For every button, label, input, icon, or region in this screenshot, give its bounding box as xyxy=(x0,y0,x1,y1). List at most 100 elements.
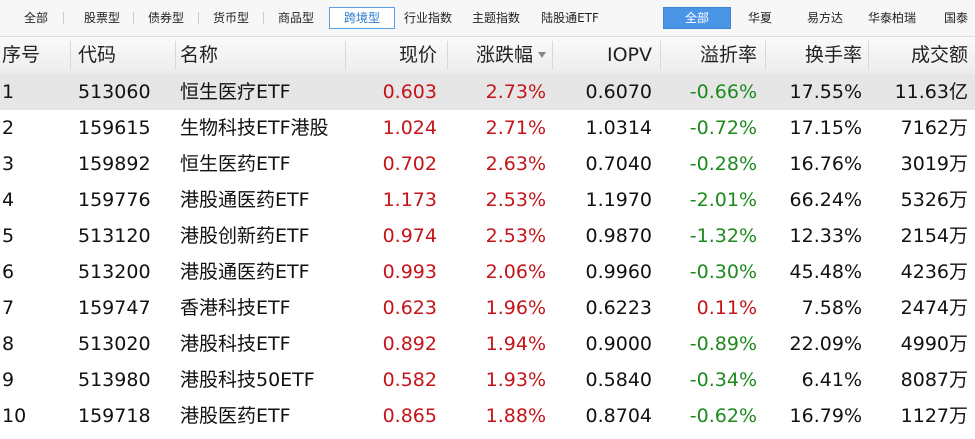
column-divider xyxy=(447,41,448,70)
table-cell: 159892 xyxy=(78,153,151,175)
table-cell: -0.62% xyxy=(689,405,757,427)
table-cell: -0.34% xyxy=(689,369,757,391)
table-row[interactable]: 9 513980 港股科技50ETF 0.582 1.93% 0.5840 -0.34% 6.… xyxy=(0,362,975,398)
table-cell: 0.5840 xyxy=(585,369,652,391)
column-header: 成交额 xyxy=(910,44,968,66)
table-cell: 0.8704 xyxy=(585,405,652,427)
table-cell: 7162万 xyxy=(900,117,968,139)
table-cell: 159718 xyxy=(78,405,151,427)
column-header: 溢折率 xyxy=(699,44,757,66)
table-cell: 4236万 xyxy=(900,261,968,283)
tab[interactable]: 货币型 xyxy=(212,11,249,25)
table-cell: -0.72% xyxy=(689,117,757,139)
table-cell: 0.993 xyxy=(382,261,437,283)
company-tab[interactable]: 国泰 xyxy=(944,11,969,25)
table-cell: 0.582 xyxy=(382,369,437,391)
table-row[interactable]: 8 513020 港股科技ETF 0.892 1.94% 0.9000 -0.89% 22.0… xyxy=(0,326,975,362)
table-header: 序号 代码 名称 现价 涨跌幅 IOPV 溢折率 换手率 成交额 xyxy=(0,37,975,75)
table-cell: 3019万 xyxy=(900,153,968,175)
table-cell: 45.48% xyxy=(789,261,862,283)
column-divider xyxy=(175,41,176,70)
table-cell: 6 xyxy=(2,261,15,283)
table-cell: 港股科技ETF xyxy=(180,333,291,355)
table-cell: 6.41% xyxy=(801,369,862,391)
table-cell: -1.32% xyxy=(689,225,757,247)
table-cell: 港股创新药ETF xyxy=(180,225,310,247)
table-row[interactable]: 5 513120 港股创新药ETF 0.974 2.53% 0.9870 -1.32% 12.… xyxy=(0,218,975,254)
table-cell: 0.9000 xyxy=(585,333,652,355)
table-row[interactable]: 4 159776 港股通医药ETF 1.173 2.53% 1.1970 -2.01% 66.… xyxy=(0,182,975,218)
table-cell: 2.63% xyxy=(485,153,546,175)
table-cell: 17.15% xyxy=(789,117,862,139)
table-cell: 11.63亿 xyxy=(894,81,968,103)
table-cell: 0.6223 xyxy=(585,297,652,319)
company-tab[interactable]: 易方达 xyxy=(806,11,843,25)
table-cell: 0.11% xyxy=(696,297,757,319)
tab[interactable]: 股票型 xyxy=(83,11,120,25)
table-row[interactable]: 10 159718 港股医药ETF 0.865 1.88% 0.8704 -0.62% 16.… xyxy=(0,398,975,434)
table-cell: 2.53% xyxy=(485,189,546,211)
table-cell: 4 xyxy=(2,189,15,211)
table-cell: 0.974 xyxy=(382,225,437,247)
table-cell: 港股医药ETF xyxy=(180,405,291,427)
table-cell: 513020 xyxy=(78,333,151,355)
table-row[interactable]: 1 513060 恒生医疗ETF 0.603 2.73% 0.6070 -0.66% 17.5… xyxy=(0,74,975,110)
tab[interactable]: 商品型 xyxy=(277,11,314,25)
separator xyxy=(133,12,134,24)
table-cell: 2 xyxy=(2,117,15,139)
separator xyxy=(63,12,64,24)
table-cell: 2.06% xyxy=(485,261,546,283)
table-row[interactable]: 2 159615 生物科技ETF港股 1.024 2.71% 1.0314 -0.72% 17… xyxy=(0,110,975,146)
tab[interactable]: 陆股通ETF xyxy=(541,11,599,25)
column-divider xyxy=(868,41,869,70)
table-row[interactable]: 6 513200 港股通医药ETF 0.993 2.06% 0.9960 -0.30% 45.… xyxy=(0,254,975,290)
tab-selected[interactable]: 跨境型 xyxy=(329,7,395,29)
table-cell: 香港科技ETF xyxy=(180,297,291,319)
table-cell: 0.9960 xyxy=(585,261,652,283)
table-cell: 159615 xyxy=(78,117,151,139)
tab[interactable]: 债券型 xyxy=(147,11,184,25)
table-row[interactable]: 3 159892 恒生医药ETF 0.702 2.63% 0.7040 -0.28% 16.7… xyxy=(0,146,975,182)
table-cell: 2.73% xyxy=(485,81,546,103)
table-cell: 0.702 xyxy=(382,153,437,175)
company-tab[interactable]: 华夏 xyxy=(747,11,772,25)
table-cell: 0.603 xyxy=(382,81,437,103)
table-cell: 16.76% xyxy=(789,153,862,175)
table-cell: -0.89% xyxy=(689,333,757,355)
table-cell: 159776 xyxy=(78,189,151,211)
table-cell: 1127万 xyxy=(900,405,968,427)
table-row[interactable]: 7 159747 香港科技ETF 0.623 1.96% 0.6223 0.11% 7.58%… xyxy=(0,290,975,326)
company-tab[interactable]: 华泰柏瑞 xyxy=(867,11,916,25)
table-cell: 5326万 xyxy=(900,189,968,211)
table-cell: 4990万 xyxy=(900,333,968,355)
tab[interactable]: 全部 xyxy=(23,11,48,25)
table-cell: 12.33% xyxy=(789,225,862,247)
table-cell: 1.0314 xyxy=(585,117,652,139)
table-cell: 恒生医疗ETF xyxy=(180,81,291,103)
table-cell: 0.7040 xyxy=(585,153,652,175)
table-cell: 0.892 xyxy=(382,333,437,355)
column-divider xyxy=(552,41,553,70)
table-cell: 港股科技50ETF xyxy=(180,369,315,391)
table-cell: 10 xyxy=(2,405,27,427)
tab[interactable]: 行业指数 xyxy=(403,11,452,25)
table-cell: 159747 xyxy=(78,297,151,319)
table-cell: 0.6070 xyxy=(585,81,652,103)
company-tab-selected[interactable]: 全部 xyxy=(663,7,731,29)
table-cell: 1.88% xyxy=(485,405,546,427)
table-cell: 8 xyxy=(2,333,15,355)
table-cell: 生物科技ETF港股 xyxy=(180,117,329,139)
table-cell: 2474万 xyxy=(900,297,968,319)
table-cell: 7 xyxy=(2,297,15,319)
table-cell: 2.53% xyxy=(485,225,546,247)
column-divider xyxy=(660,41,661,70)
separator xyxy=(198,12,199,24)
column-header: 现价 xyxy=(398,44,437,66)
table-cell: 2154万 xyxy=(900,225,968,247)
tab[interactable]: 主题指数 xyxy=(471,11,520,25)
table-cell: 港股通医药ETF xyxy=(180,261,310,283)
table-cell: 1.96% xyxy=(485,297,546,319)
sort-arrow[interactable] xyxy=(538,52,546,58)
table-cell: 恒生医药ETF xyxy=(180,153,291,175)
